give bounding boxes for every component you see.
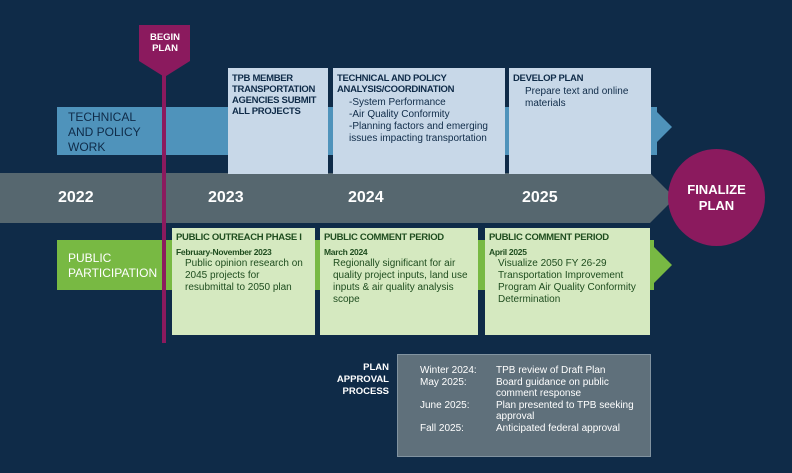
- approval-row: May 2025: Board guidance on public commen…: [420, 377, 650, 400]
- approval-when: June 2025:: [420, 399, 470, 411]
- technical-box-submit: TPB MEMBER TRANSPORTATION AGENCIES SUBMI…: [228, 68, 328, 174]
- box-date: April 2025: [489, 247, 527, 257]
- begin-plan-line: [162, 60, 166, 343]
- public-arrow-tip: [652, 245, 672, 285]
- public-label: PUBLIC PARTICIPATION: [68, 251, 158, 280]
- approval-what: Anticipated federal approval: [496, 422, 620, 434]
- timeline-band: [0, 173, 650, 223]
- box-date: March 2024: [324, 247, 368, 257]
- box-line: -Air Quality Conformity: [349, 109, 450, 120]
- approval-what: TPB review of Draft Plan: [496, 365, 606, 376]
- box-line: Prepare text and online materials: [525, 86, 629, 109]
- plan-approval-box: Winter 2024: TPB review of Draft Plan May…: [397, 354, 651, 457]
- approval-when: Fall 2025:: [420, 422, 464, 434]
- box-title: TECHNICAL AND POLICY ANALYSIS/COORDINATI…: [337, 73, 455, 95]
- begin-plan-label: BEGIN PLAN: [149, 32, 181, 54]
- box-text: Public opinion research on 2045 projects…: [185, 258, 303, 293]
- technical-arrow-tip: [652, 107, 672, 147]
- approval-what: Plan presented to TPB seeking approval: [496, 399, 634, 423]
- technical-box-develop: DEVELOP PLAN Prepare text and online mat…: [509, 68, 651, 174]
- box-line: -Planning factors and emerging issues im…: [349, 121, 488, 144]
- plan-approval-label: PLAN APPROVAL PROCESS: [336, 362, 389, 397]
- approval-when: Winter 2024:: [420, 365, 477, 376]
- approval-row: Fall 2025: Anticipated federal approval: [420, 423, 650, 435]
- box-text: Regionally significant for air quality p…: [333, 258, 468, 305]
- technical-label: TECHNICAL AND POLICY WORK: [68, 110, 141, 154]
- box-title: PUBLIC COMMENT PERIOD: [324, 232, 444, 243]
- finalize-plan-circle: FINALIZE PLAN: [668, 149, 765, 246]
- public-box-outreach: PUBLIC OUTREACH PHASE I February-Novembe…: [172, 228, 315, 335]
- box-title: PUBLIC COMMENT PERIOD: [489, 232, 609, 243]
- box-title: DEVELOP PLAN: [513, 73, 584, 84]
- finalize-plan-label: FINALIZE PLAN: [687, 181, 746, 213]
- year-2022: 2022: [58, 189, 94, 206]
- public-box-comment-2024: PUBLIC COMMENT PERIOD March 2024 Regiona…: [320, 228, 478, 335]
- box-date: February-November 2023: [176, 247, 272, 257]
- year-2025: 2025: [522, 189, 558, 206]
- approval-when: May 2025:: [420, 376, 467, 388]
- year-2023: 2023: [208, 189, 244, 206]
- box-text: Visualize 2050 FY 26-29 Transportation I…: [498, 258, 636, 305]
- approval-row: Winter 2024: TPB review of Draft Plan: [420, 365, 650, 377]
- begin-plan-marker: [139, 25, 190, 77]
- year-2024: 2024: [348, 189, 384, 206]
- technical-box-analysis: TECHNICAL AND POLICY ANALYSIS/COORDINATI…: [333, 68, 505, 174]
- public-box-comment-2025: PUBLIC COMMENT PERIOD April 2025 Visuali…: [485, 228, 650, 335]
- box-title: PUBLIC OUTREACH PHASE I: [176, 232, 302, 243]
- box-title: TPB MEMBER TRANSPORTATION AGENCIES SUBMI…: [232, 73, 317, 117]
- approval-row: June 2025: Plan presented to TPB seeking …: [420, 400, 650, 423]
- approval-what: Board guidance on public comment respons…: [496, 376, 609, 400]
- box-line: -System Performance: [349, 97, 446, 108]
